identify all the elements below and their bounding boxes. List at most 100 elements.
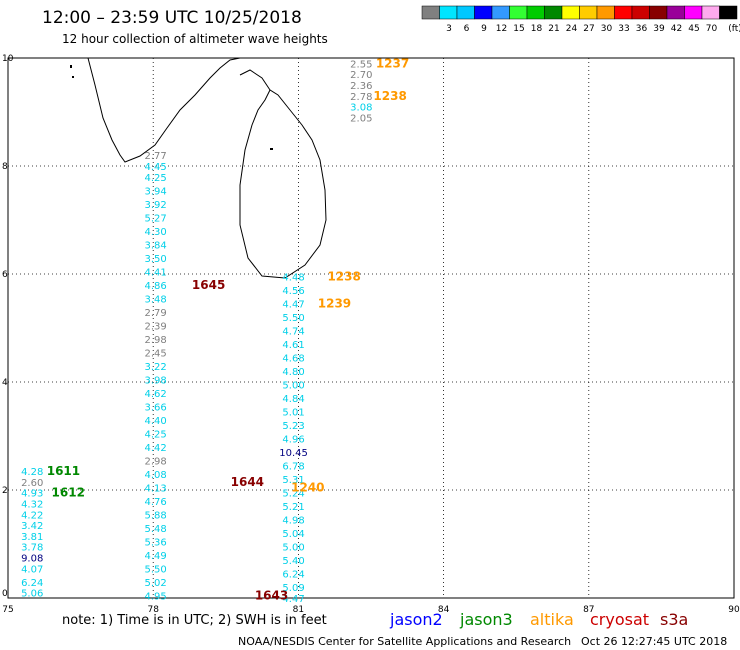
colorbar-label: 39 xyxy=(653,24,665,34)
swh-value: 4.61 xyxy=(282,340,304,351)
palk-strait-coastline xyxy=(239,69,271,91)
lon-tick-label: 78 xyxy=(147,605,159,615)
swh-value: 10.45 xyxy=(279,448,308,459)
sri-lanka-coastline xyxy=(239,89,327,279)
colorbar-bin xyxy=(421,5,440,20)
swh-value: 4.30 xyxy=(144,227,166,238)
mission-jason2: jason2 xyxy=(390,610,443,629)
swh-value: 4.96 xyxy=(282,435,304,446)
swh-value: 4.28 xyxy=(21,467,43,478)
lon-tick-label: 90 xyxy=(728,605,740,615)
colorbar-bin xyxy=(526,5,545,20)
colorbar-label: 6 xyxy=(464,24,470,34)
swh-value: 3.78 xyxy=(21,543,43,554)
pass-time-label: 1644 xyxy=(231,475,264,489)
lat-lon-grid xyxy=(8,58,734,598)
swh-value: 6.24 xyxy=(282,570,304,581)
swh-value: 5.06 xyxy=(21,589,43,600)
swh-value: 4.32 xyxy=(21,500,43,511)
swh-value: 4.07 xyxy=(21,564,43,575)
colorbar-bin xyxy=(596,5,615,20)
mission-jason3: jason3 xyxy=(460,610,513,629)
colorbar-bin xyxy=(491,5,510,20)
colorbar-label: 42 xyxy=(671,24,682,34)
swh-value: 5.02 xyxy=(144,578,166,589)
colorbar-label: 9 xyxy=(481,24,487,34)
swh-value: 3.08 xyxy=(350,103,372,114)
swh-value: 4.40 xyxy=(144,416,166,427)
lon-tick-label: 75 xyxy=(2,605,13,615)
swh-value: 3.50 xyxy=(144,254,166,265)
lat-tick-label: 8 xyxy=(2,162,8,172)
pass-time-label: 1238 xyxy=(373,89,406,103)
swh-value: 5.40 xyxy=(282,556,304,567)
swh-value: 2.45 xyxy=(144,348,166,359)
swh-value: 5.36 xyxy=(144,537,166,548)
lon-tick-label: 81 xyxy=(293,605,304,615)
colorbar-label: 15 xyxy=(513,24,524,34)
swh-value: 5.04 xyxy=(282,529,304,540)
colorbar-label: 3 xyxy=(446,24,452,34)
swh-value: 4.47 xyxy=(282,300,304,311)
lon-tick-label: 87 xyxy=(583,605,594,615)
swh-value: 5.48 xyxy=(144,524,166,535)
mission-altika: altika xyxy=(530,610,574,629)
swh-values: 2.552.702.362.783.082.052.774.454.253.94… xyxy=(21,59,372,605)
swh-value: 4.22 xyxy=(21,510,43,521)
swh-value: 9.08 xyxy=(21,554,43,565)
lat-tick-label: 4 xyxy=(2,378,8,388)
axis-tick-labels: 75 78 81 84 87 90 0 2 4 6 8 10 xyxy=(2,54,740,615)
colorbar-bin xyxy=(456,5,475,20)
swh-value: 4.56 xyxy=(282,286,304,297)
swh-value: 3.66 xyxy=(144,402,166,413)
swh-value: 4.41 xyxy=(144,267,166,278)
swh-value: 5.00 xyxy=(282,543,304,554)
swh-value: 4.93 xyxy=(21,489,43,500)
swh-value: 5.24 xyxy=(282,489,304,500)
colorbar-label: 36 xyxy=(636,24,648,34)
swh-value: 4.47 xyxy=(282,594,304,605)
swh-value: 4.42 xyxy=(144,443,166,454)
swh-value: 2.98 xyxy=(144,335,166,346)
swh-value: 3.22 xyxy=(144,362,166,373)
colorbar-bin xyxy=(684,5,703,20)
colorbar-label: 70 xyxy=(706,24,718,34)
swh-value: 5.09 xyxy=(282,583,304,594)
swh-value: 5.88 xyxy=(144,510,166,521)
swh-value: 2.98 xyxy=(144,456,166,467)
swh-value: 4.13 xyxy=(144,483,166,494)
swh-value: 4.68 xyxy=(282,354,304,365)
swh-value: 4.25 xyxy=(144,429,166,440)
swh-value: 6.78 xyxy=(282,462,304,473)
colorbar-label: 45 xyxy=(688,24,699,34)
mission-cryosat: cryosat xyxy=(590,610,650,629)
colorbar-bin xyxy=(614,5,633,20)
swh-value: 3.42 xyxy=(21,521,43,532)
pass-time-label: 1240 xyxy=(291,480,324,494)
lat-tick-label: 10 xyxy=(2,54,14,64)
swh-value: 2.70 xyxy=(350,70,372,81)
colorbar-bin xyxy=(509,5,528,20)
swh-value: 5.31 xyxy=(282,475,304,486)
swh-value: 3.98 xyxy=(144,375,166,386)
maldives-island xyxy=(270,148,273,150)
pass-time-label: 1645 xyxy=(192,278,225,292)
pass-time-label: 1237 xyxy=(376,56,409,70)
swh-value: 2.05 xyxy=(350,113,372,124)
swh-value: 4.84 xyxy=(282,394,304,405)
colorbar-bin xyxy=(719,5,738,20)
colorbar-label: 18 xyxy=(531,24,543,34)
colorbar-bin xyxy=(544,5,563,20)
map-subtitle: 12 hour collection of altimeter wave hei… xyxy=(62,32,328,46)
colorbar-bin xyxy=(649,5,668,20)
swh-value: 4.76 xyxy=(144,497,166,508)
colorbar-bin xyxy=(701,5,720,20)
credit-line: NOAA/NESDIS Center for Satellite Applica… xyxy=(238,635,572,648)
maldives-island xyxy=(70,65,72,68)
lat-tick-label: 6 xyxy=(2,270,8,280)
lon-tick-label: 84 xyxy=(438,605,450,615)
swh-value: 5.50 xyxy=(144,564,166,575)
colorbar-label: 24 xyxy=(566,24,578,34)
